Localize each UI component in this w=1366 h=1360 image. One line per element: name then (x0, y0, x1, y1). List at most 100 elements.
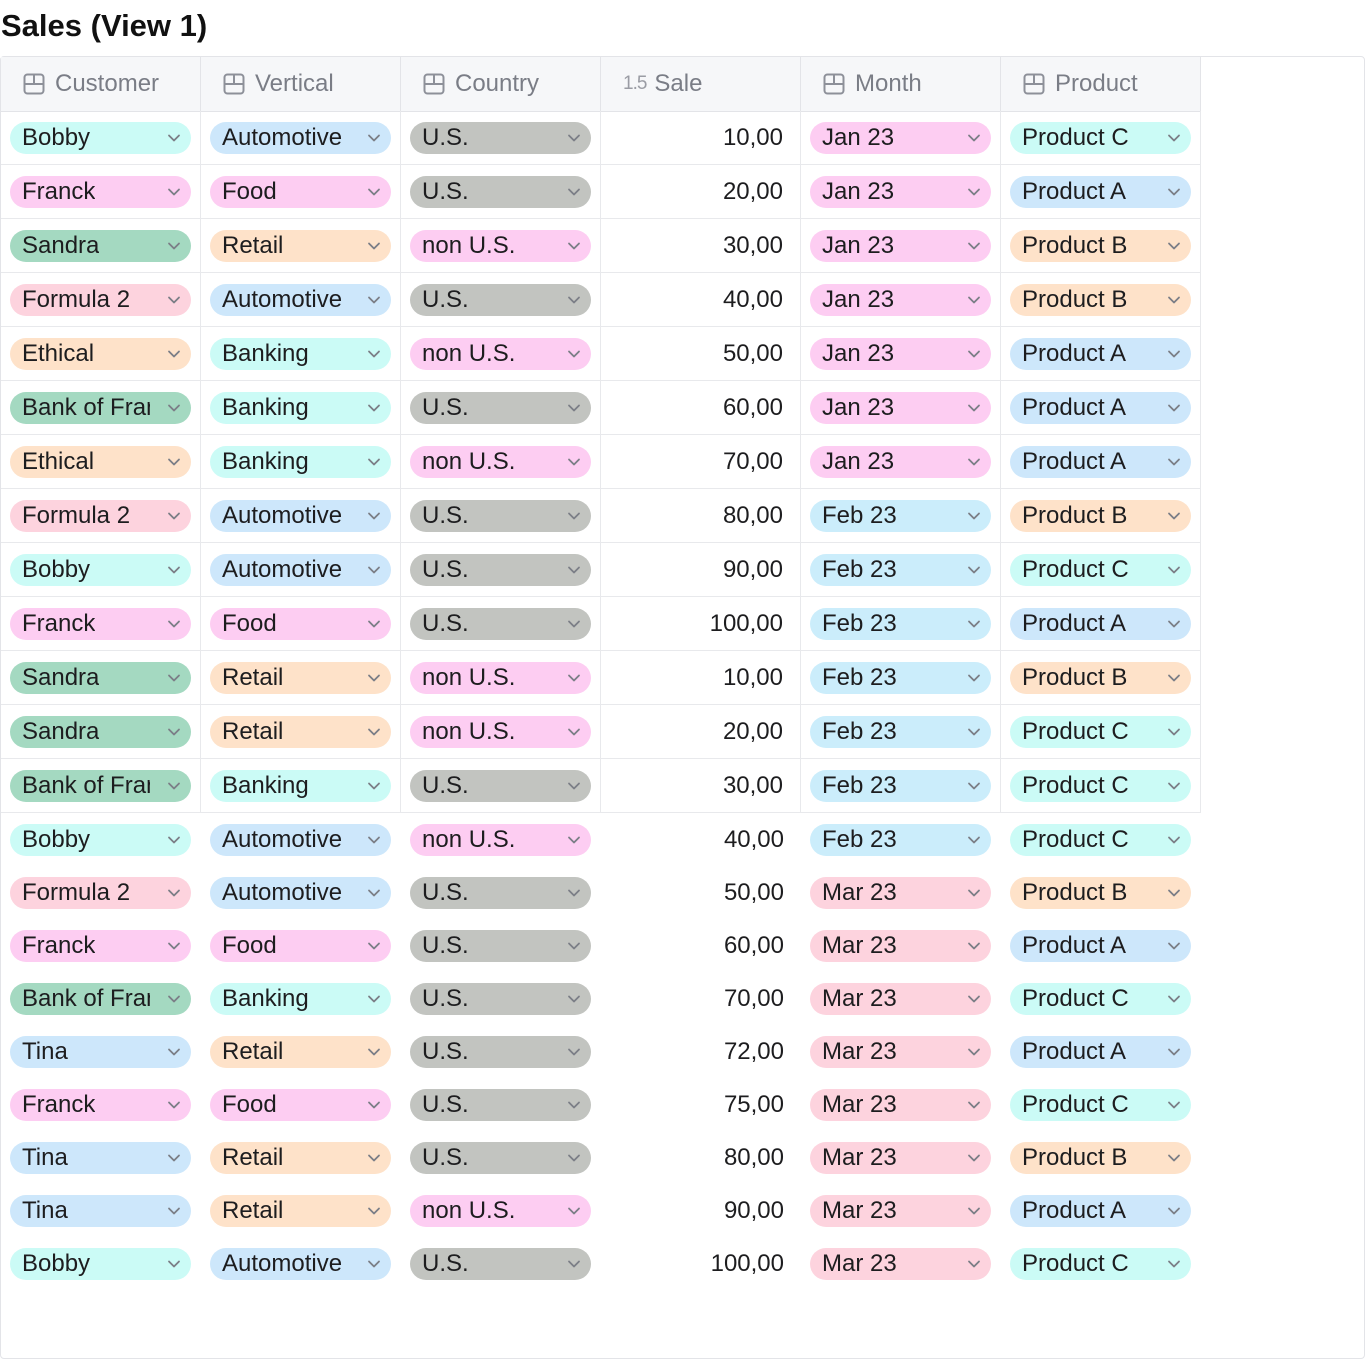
chevron-down-icon[interactable] (1167, 455, 1181, 469)
month-chip[interactable]: Feb 23 (810, 716, 991, 748)
product-chip[interactable]: Product C (1010, 122, 1191, 154)
chevron-down-icon[interactable] (967, 1204, 981, 1218)
vertical-cell[interactable]: Automotive (201, 813, 401, 866)
customer-chip[interactable]: Bank of France (10, 392, 191, 424)
product-cell[interactable]: Product A (1001, 165, 1201, 218)
month-chip[interactable]: Feb 23 (810, 770, 991, 802)
chevron-down-icon[interactable] (367, 779, 381, 793)
country-chip[interactable]: U.S. (410, 284, 591, 316)
chevron-down-icon[interactable] (567, 617, 581, 631)
chevron-down-icon[interactable] (1167, 185, 1181, 199)
vertical-chip[interactable]: Automotive (210, 824, 391, 856)
chevron-down-icon[interactable] (367, 1151, 381, 1165)
vertical-chip[interactable]: Automotive (210, 122, 391, 154)
chevron-down-icon[interactable] (567, 725, 581, 739)
table-row[interactable]: Tina Retail U.S. 72,00 Mar 23 Product A (1, 1025, 1201, 1078)
chevron-down-icon[interactable] (167, 509, 181, 523)
chevron-down-icon[interactable] (567, 671, 581, 685)
country-chip[interactable]: non U.S. (410, 446, 591, 478)
country-cell[interactable]: U.S. (401, 1025, 601, 1078)
country-cell[interactable]: non U.S. (401, 1184, 601, 1237)
customer-cell[interactable]: Franck (1, 1078, 201, 1131)
customer-chip[interactable]: Sandra (10, 716, 191, 748)
country-cell[interactable]: U.S. (401, 597, 601, 650)
vertical-cell[interactable]: Banking (201, 972, 401, 1025)
chevron-down-icon[interactable] (367, 886, 381, 900)
vertical-chip[interactable]: Retail (210, 662, 391, 694)
month-cell[interactable]: Jan 23 (801, 435, 1001, 488)
month-cell[interactable]: Jan 23 (801, 111, 1001, 164)
chevron-down-icon[interactable] (367, 563, 381, 577)
product-cell[interactable]: Product A (1001, 597, 1201, 650)
country-cell[interactable]: U.S. (401, 273, 601, 326)
month-chip[interactable]: Mar 23 (810, 1142, 991, 1174)
month-chip[interactable]: Jan 23 (810, 284, 991, 316)
vertical-chip[interactable]: Food (210, 176, 391, 208)
chevron-down-icon[interactable] (967, 671, 981, 685)
chevron-down-icon[interactable] (367, 131, 381, 145)
vertical-cell[interactable]: Retail (201, 219, 401, 272)
customer-cell[interactable]: Bank of France (1, 759, 201, 812)
customer-chip[interactable]: Bobby (10, 1248, 191, 1280)
chevron-down-icon[interactable] (567, 779, 581, 793)
chevron-down-icon[interactable] (567, 1045, 581, 1059)
product-cell[interactable]: Product A (1001, 327, 1201, 380)
chevron-down-icon[interactable] (367, 185, 381, 199)
table-row[interactable]: Tina Retail U.S. 80,00 Mar 23 Product B (1, 1131, 1201, 1184)
column-header-product[interactable]: Product (1001, 57, 1201, 112)
chevron-down-icon[interactable] (967, 455, 981, 469)
chevron-down-icon[interactable] (567, 293, 581, 307)
chevron-down-icon[interactable] (167, 1204, 181, 1218)
product-cell[interactable]: Product C (1001, 759, 1201, 812)
country-cell[interactable]: U.S. (401, 489, 601, 542)
chevron-down-icon[interactable] (967, 1045, 981, 1059)
vertical-cell[interactable]: Automotive (201, 543, 401, 596)
country-chip[interactable]: U.S. (410, 770, 591, 802)
chevron-down-icon[interactable] (967, 293, 981, 307)
customer-cell[interactable]: Formula 2 (1, 273, 201, 326)
chevron-down-icon[interactable] (167, 617, 181, 631)
country-cell[interactable]: non U.S. (401, 435, 601, 488)
sale-cell[interactable]: 50,00 (601, 866, 801, 919)
customer-cell[interactable]: Formula 2 (1, 489, 201, 542)
product-cell[interactable]: Product B (1001, 219, 1201, 272)
country-cell[interactable]: U.S. (401, 381, 601, 434)
chevron-down-icon[interactable] (567, 1204, 581, 1218)
table-row[interactable]: Franck Food U.S. 75,00 Mar 23 Product C (1, 1078, 1201, 1131)
vertical-cell[interactable]: Automotive (201, 489, 401, 542)
month-cell[interactable]: Feb 23 (801, 813, 1001, 866)
chevron-down-icon[interactable] (567, 563, 581, 577)
product-cell[interactable]: Product B (1001, 273, 1201, 326)
product-cell[interactable]: Product C (1001, 705, 1201, 758)
chevron-down-icon[interactable] (567, 886, 581, 900)
product-chip[interactable]: Product B (1010, 1142, 1191, 1174)
customer-chip[interactable]: Bobby (10, 122, 191, 154)
table-row[interactable]: Sandra Retail non U.S. 20,00 Feb 23 Product C (1, 705, 1201, 759)
chevron-down-icon[interactable] (1167, 886, 1181, 900)
sale-cell[interactable]: 80,00 (601, 1131, 801, 1184)
country-chip[interactable]: U.S. (410, 176, 591, 208)
product-chip[interactable]: Product B (1010, 877, 1191, 909)
customer-chip[interactable]: Bank of France (10, 983, 191, 1015)
product-chip[interactable]: Product C (1010, 770, 1191, 802)
month-chip[interactable]: Jan 23 (810, 446, 991, 478)
product-chip[interactable]: Product C (1010, 716, 1191, 748)
chevron-down-icon[interactable] (167, 779, 181, 793)
product-cell[interactable]: Product B (1001, 866, 1201, 919)
chevron-down-icon[interactable] (367, 293, 381, 307)
table-row[interactable]: Franck Food U.S. 60,00 Mar 23 Product A (1, 919, 1201, 972)
table-row[interactable]: Bobby Automotive U.S. 100,00 Mar 23 Product C (1, 1237, 1201, 1290)
sale-cell[interactable]: 70,00 (601, 435, 801, 488)
chevron-down-icon[interactable] (967, 779, 981, 793)
sale-cell[interactable]: 10,00 (601, 651, 801, 704)
month-cell[interactable]: Feb 23 (801, 489, 1001, 542)
country-cell[interactable]: non U.S. (401, 327, 601, 380)
chevron-down-icon[interactable] (167, 1257, 181, 1271)
chevron-down-icon[interactable] (967, 131, 981, 145)
chevron-down-icon[interactable] (967, 939, 981, 953)
product-cell[interactable]: Product A (1001, 919, 1201, 972)
chevron-down-icon[interactable] (1167, 1257, 1181, 1271)
customer-cell[interactable]: Bobby (1, 543, 201, 596)
vertical-chip[interactable]: Banking (210, 770, 391, 802)
table-row[interactable]: Sandra Retail non U.S. 10,00 Feb 23 Product B (1, 651, 1201, 705)
